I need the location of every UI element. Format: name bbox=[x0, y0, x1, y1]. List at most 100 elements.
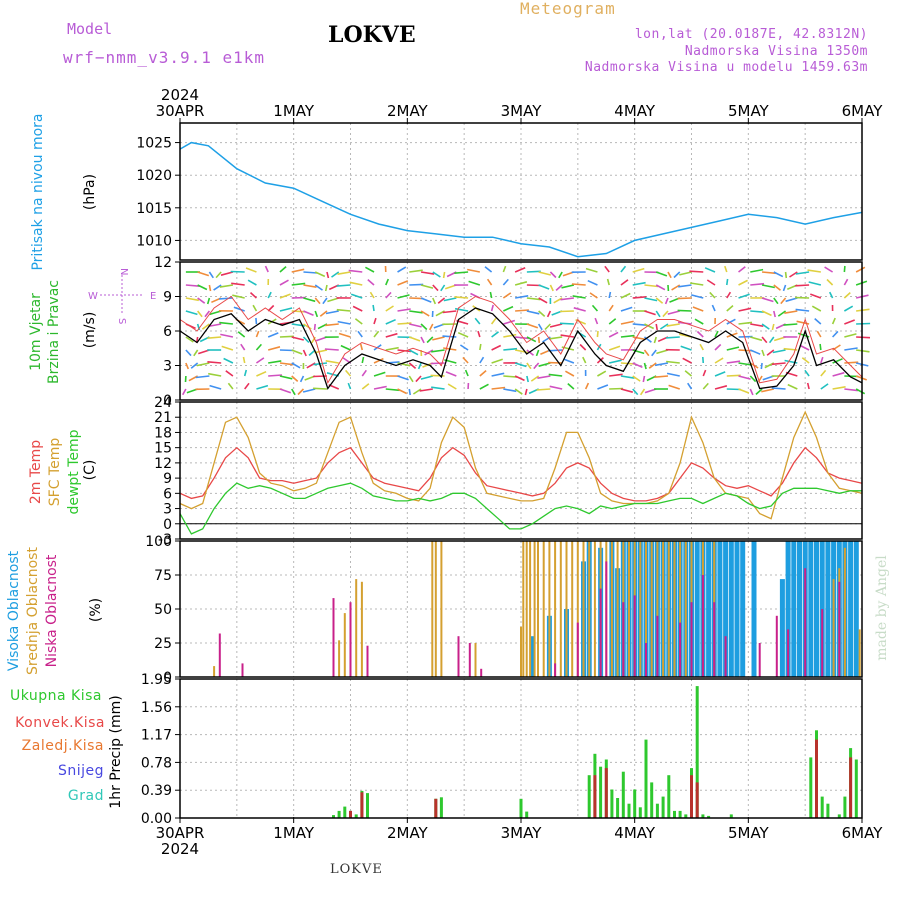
wind-barb bbox=[714, 343, 722, 351]
wind-barb bbox=[773, 284, 781, 291]
wind-barb bbox=[397, 322, 412, 325]
wind-barb bbox=[530, 375, 540, 382]
wind-barb bbox=[359, 343, 364, 351]
precip-bar-total bbox=[678, 810, 682, 818]
wind-barb bbox=[820, 369, 827, 377]
wind-barb bbox=[664, 297, 669, 305]
wind-barb bbox=[584, 382, 590, 390]
wind-barb bbox=[302, 336, 310, 344]
wind-barb bbox=[491, 372, 505, 377]
wind-barb bbox=[340, 344, 351, 351]
wind-barb bbox=[761, 349, 765, 357]
wind-barb bbox=[221, 345, 234, 351]
wind-barb bbox=[694, 318, 704, 325]
wind-barb bbox=[814, 317, 822, 325]
wind-barb bbox=[415, 375, 422, 383]
wind-barb bbox=[185, 310, 198, 316]
wind-barb bbox=[738, 388, 750, 394]
wind-barb bbox=[459, 344, 469, 351]
precip-bar-total bbox=[610, 789, 614, 818]
wind-barb bbox=[491, 358, 503, 364]
y-tick-label: 100 bbox=[145, 534, 172, 550]
wind-barb bbox=[589, 292, 598, 299]
wind-barb bbox=[227, 382, 234, 390]
wind-barb bbox=[515, 309, 529, 312]
y-tick-label: 9 bbox=[163, 290, 172, 306]
wind-barb bbox=[667, 271, 672, 279]
cloud-bar-2 bbox=[639, 541, 642, 677]
wind-barb bbox=[303, 284, 317, 288]
wind-barb bbox=[795, 308, 810, 312]
wind-barb bbox=[591, 304, 599, 312]
wind-barb bbox=[785, 297, 798, 303]
wind-barb bbox=[361, 369, 367, 377]
wind-barb bbox=[678, 284, 692, 288]
wind-barb bbox=[726, 291, 732, 299]
y-tick-label: 75 bbox=[154, 568, 172, 584]
wind-barb bbox=[474, 317, 481, 325]
wind-barb bbox=[749, 388, 754, 396]
cloud-bar-2 bbox=[645, 541, 647, 677]
wind-barb bbox=[249, 292, 257, 299]
wind-barb bbox=[354, 318, 363, 325]
wind-barb bbox=[608, 318, 617, 325]
wind-barb bbox=[597, 384, 609, 390]
precip-bar-total bbox=[519, 798, 523, 818]
cloud-unit: (%) bbox=[88, 598, 104, 622]
wind-barb bbox=[385, 278, 390, 286]
wind-barb bbox=[771, 362, 786, 366]
wind-barb bbox=[795, 271, 810, 275]
wind-barb bbox=[279, 362, 294, 366]
wind-barb bbox=[215, 271, 222, 279]
time-label-top: 30APR bbox=[156, 102, 205, 120]
cloud-bar-2 bbox=[431, 541, 434, 677]
wind-barb bbox=[546, 310, 552, 318]
wind-barb bbox=[344, 369, 352, 377]
cloud-bar-3 bbox=[468, 643, 471, 677]
wind-barb bbox=[651, 349, 657, 357]
wind-barb bbox=[632, 296, 647, 299]
precip-bar-total bbox=[707, 815, 711, 818]
wind-barb bbox=[524, 388, 528, 396]
cloud-bar-2 bbox=[338, 640, 341, 677]
wind-barb bbox=[490, 317, 497, 325]
wind-barb bbox=[503, 333, 517, 338]
wind-barb bbox=[596, 330, 599, 338]
wind-barb bbox=[677, 297, 692, 300]
precip-bar-total bbox=[667, 775, 671, 818]
wind-barb bbox=[462, 356, 469, 364]
cloud-bar-2 bbox=[628, 541, 630, 677]
wind-barb bbox=[644, 297, 658, 302]
wind-barb bbox=[409, 283, 424, 286]
wind-barb bbox=[291, 362, 301, 369]
wind-barb bbox=[185, 336, 194, 343]
wind-barb bbox=[267, 332, 279, 338]
precip-bar-total bbox=[695, 686, 699, 818]
wind-barb bbox=[352, 305, 363, 312]
wind-barb bbox=[209, 384, 222, 390]
wind-barb bbox=[197, 284, 208, 291]
y-tick-label: 1025 bbox=[136, 136, 172, 152]
precip-bar-total bbox=[701, 814, 705, 818]
wind-barb bbox=[642, 375, 646, 383]
wind-barb bbox=[620, 334, 635, 338]
wind-barb bbox=[856, 349, 870, 353]
wind-barb bbox=[397, 280, 409, 286]
wind-barb bbox=[565, 370, 575, 377]
cloud-bar-3 bbox=[645, 643, 647, 677]
wind-barb bbox=[268, 360, 282, 364]
compass-south: S bbox=[116, 318, 127, 324]
wind-barb bbox=[479, 356, 485, 364]
wind-barb bbox=[655, 323, 658, 331]
wind-barb bbox=[291, 282, 306, 286]
wind-barb bbox=[644, 323, 655, 330]
y-tick-label: 15 bbox=[154, 441, 172, 457]
y-tick-label: 21 bbox=[154, 410, 172, 426]
cloud-bar-2 bbox=[656, 541, 659, 677]
wind-barb bbox=[726, 304, 734, 312]
wind-barb bbox=[408, 375, 414, 383]
wind-barb bbox=[632, 323, 647, 326]
cloud-bar-2 bbox=[343, 613, 346, 677]
wind-barb bbox=[655, 310, 661, 318]
